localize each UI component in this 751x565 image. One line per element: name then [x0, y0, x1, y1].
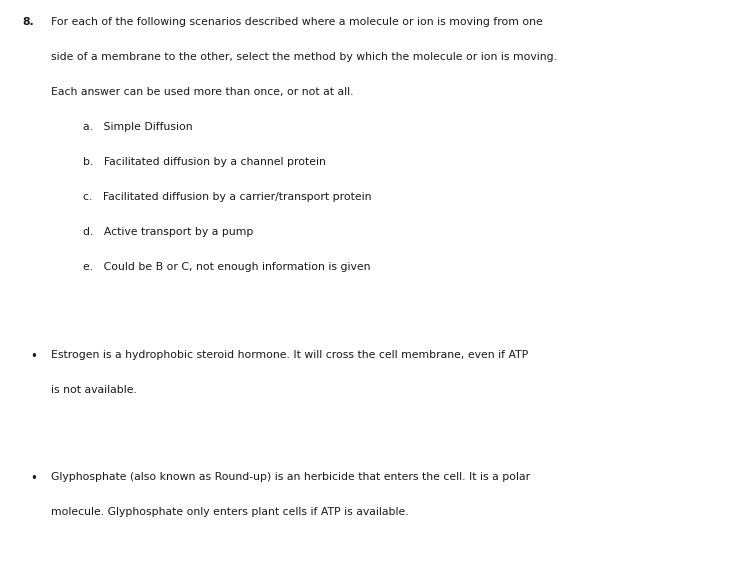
Text: •: •	[30, 472, 37, 485]
Text: d.   Active transport by a pump: d. Active transport by a pump	[83, 227, 253, 237]
Text: Glyphosphate (also known as Round-up) is an herbicide that enters the cell. It i: Glyphosphate (also known as Round-up) is…	[51, 472, 530, 483]
Text: c.   Facilitated diffusion by a carrier/transport protein: c. Facilitated diffusion by a carrier/tr…	[83, 192, 371, 202]
Text: b.   Facilitated diffusion by a channel protein: b. Facilitated diffusion by a channel pr…	[83, 157, 325, 167]
Text: Estrogen is a hydrophobic steroid hormone. It will cross the cell membrane, even: Estrogen is a hydrophobic steroid hormon…	[51, 350, 528, 360]
Text: e.   Could be B or C, not enough information is given: e. Could be B or C, not enough informati…	[83, 262, 370, 272]
Text: For each of the following scenarios described where a molecule or ion is moving : For each of the following scenarios desc…	[51, 17, 543, 27]
Text: •: •	[30, 350, 37, 363]
Text: molecule. Glyphosphate only enters plant cells if ATP is available.: molecule. Glyphosphate only enters plant…	[51, 507, 409, 518]
Text: is not available.: is not available.	[51, 385, 137, 395]
Text: side of a membrane to the other, select the method by which the molecule or ion : side of a membrane to the other, select …	[51, 52, 557, 62]
Text: 8.: 8.	[23, 17, 35, 27]
Text: a.   Simple Diffusion: a. Simple Diffusion	[83, 122, 192, 132]
Text: Each answer can be used more than once, or not at all.: Each answer can be used more than once, …	[51, 87, 354, 97]
